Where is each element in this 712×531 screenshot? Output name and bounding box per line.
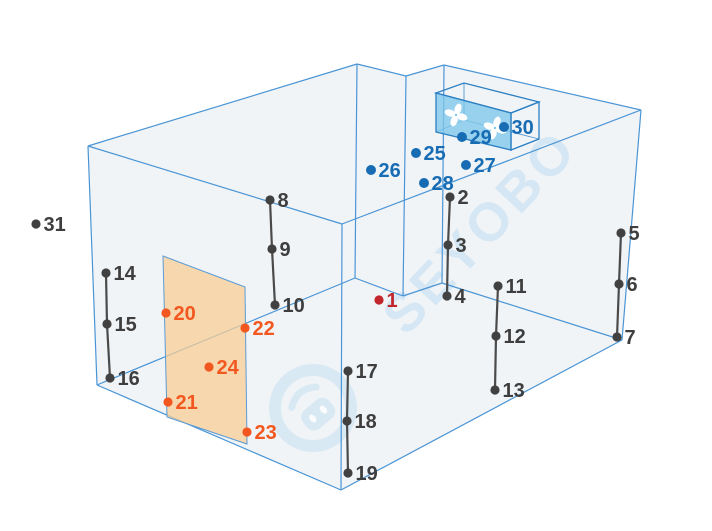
point-label-20: 20 xyxy=(174,303,196,325)
point-label-14: 14 xyxy=(114,263,137,285)
room-face-front-right-wall xyxy=(341,110,641,490)
point-label-23: 23 xyxy=(255,422,277,444)
point-label-31: 31 xyxy=(44,214,66,236)
point-dot-29 xyxy=(457,132,467,142)
point-dot-22 xyxy=(240,323,250,333)
point-dot-20 xyxy=(161,308,171,318)
point-label-15: 15 xyxy=(115,314,137,336)
room-edge xyxy=(87,63,358,147)
room-edge xyxy=(356,63,407,77)
point-dot-1 xyxy=(374,295,384,305)
point-dot-8 xyxy=(265,195,275,205)
room-edge xyxy=(96,384,342,491)
point-dot-24 xyxy=(204,362,214,372)
room-edge xyxy=(87,145,343,225)
point-dot-7 xyxy=(612,332,622,342)
point-dot-26 xyxy=(366,165,376,175)
point-label-3: 3 xyxy=(456,235,467,257)
point-label-16: 16 xyxy=(118,368,140,390)
point-dot-2 xyxy=(445,192,455,202)
point-dot-13 xyxy=(490,385,500,395)
point-dot-21 xyxy=(163,397,173,407)
point-dot-17 xyxy=(343,366,353,376)
room-edge xyxy=(441,282,623,341)
point-label-22: 22 xyxy=(253,318,275,340)
door-panel xyxy=(162,255,248,445)
point-label-27: 27 xyxy=(474,155,496,177)
point-label-12: 12 xyxy=(504,326,526,348)
room-edge xyxy=(87,145,98,386)
point-label-28: 28 xyxy=(432,173,454,195)
room-edge xyxy=(354,277,404,297)
point-label-9: 9 xyxy=(280,239,291,261)
point-dot-3 xyxy=(443,240,453,250)
point-dot-16 xyxy=(105,373,115,383)
point-label-2: 2 xyxy=(458,187,469,209)
point-label-18: 18 xyxy=(355,411,377,433)
point-dot-23 xyxy=(242,427,252,437)
point-dot-9 xyxy=(267,244,277,254)
point-label-25: 25 xyxy=(424,143,446,165)
point-label-13: 13 xyxy=(503,380,525,402)
point-label-30: 30 xyxy=(512,117,534,139)
point-label-26: 26 xyxy=(379,160,401,182)
point-dot-27 xyxy=(461,160,471,170)
point-label-17: 17 xyxy=(356,361,378,383)
point-dot-30 xyxy=(499,122,509,132)
point-label-24: 24 xyxy=(217,357,240,379)
room-edge xyxy=(341,109,642,225)
point-dot-14 xyxy=(101,268,111,278)
room-edge xyxy=(621,109,642,341)
point-dot-6 xyxy=(614,279,624,289)
room-edge xyxy=(405,64,445,77)
point-dot-12 xyxy=(491,331,501,341)
room-face-bump-left xyxy=(355,64,406,296)
point-dot-31 xyxy=(31,219,41,229)
point-dot-25 xyxy=(411,148,421,158)
room-edge xyxy=(340,339,623,491)
point-label-4: 4 xyxy=(455,286,467,308)
point-label-8: 8 xyxy=(278,190,289,212)
point-dot-28 xyxy=(419,178,429,188)
point-dot-5 xyxy=(616,228,626,238)
point-label-10: 10 xyxy=(283,295,305,317)
watermark-logo xyxy=(269,364,357,452)
point-label-6: 6 xyxy=(627,274,638,296)
point-label-5: 5 xyxy=(629,223,640,245)
point-dot-15 xyxy=(102,319,112,329)
room-edge xyxy=(340,223,343,491)
point-dot-19 xyxy=(343,468,353,478)
point-dot-18 xyxy=(342,416,352,426)
point-label-21: 21 xyxy=(176,392,198,414)
point-dot-11 xyxy=(493,281,503,291)
point-dot-4 xyxy=(442,291,452,301)
point-label-19: 19 xyxy=(356,463,378,485)
room-edge xyxy=(402,75,407,297)
room-edge xyxy=(354,63,358,279)
fan-icon xyxy=(444,103,468,127)
point-dot-10 xyxy=(270,300,280,310)
point-label-29: 29 xyxy=(470,127,492,149)
room-edge xyxy=(402,282,443,297)
point-label-11: 11 xyxy=(506,276,527,298)
room-edge xyxy=(443,64,642,111)
point-label-7: 7 xyxy=(625,327,636,349)
point-label-1: 1 xyxy=(387,290,398,312)
